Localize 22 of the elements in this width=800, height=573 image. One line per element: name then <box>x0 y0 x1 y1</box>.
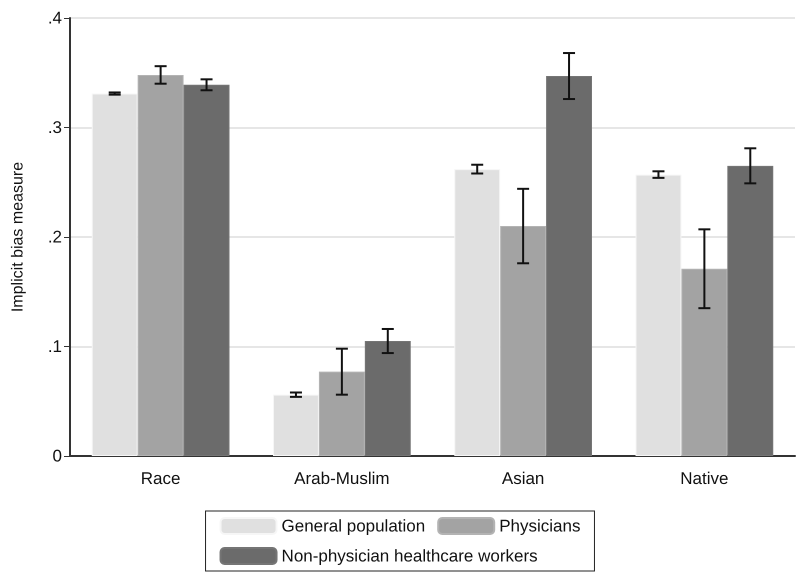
bar <box>681 268 728 456</box>
y-tick-label: .1 <box>48 337 62 356</box>
bar <box>273 394 319 456</box>
legend-label: General population <box>282 516 426 536</box>
legend-label: Physicians <box>499 516 580 536</box>
bar <box>364 341 411 456</box>
x-tick-label: Native <box>680 469 728 488</box>
y-axis-title: Implicit bias measure <box>10 162 26 312</box>
y-tick-label: .2 <box>48 228 62 246</box>
y-tick-label: .3 <box>48 118 62 137</box>
x-tick-label: Arab-Muslim <box>294 469 390 488</box>
x-tick-label: Race <box>140 469 180 488</box>
y-tick-label: 0 <box>52 446 62 466</box>
bar <box>500 226 546 456</box>
bar <box>727 166 774 456</box>
bar <box>138 74 184 456</box>
bar <box>184 84 230 456</box>
bar <box>546 76 592 456</box>
legend-label: Non-physician healthcare workers <box>282 546 538 566</box>
y-tick-label: .4 <box>48 8 62 28</box>
x-tick-label: Asian <box>502 469 544 488</box>
bar <box>318 372 365 456</box>
